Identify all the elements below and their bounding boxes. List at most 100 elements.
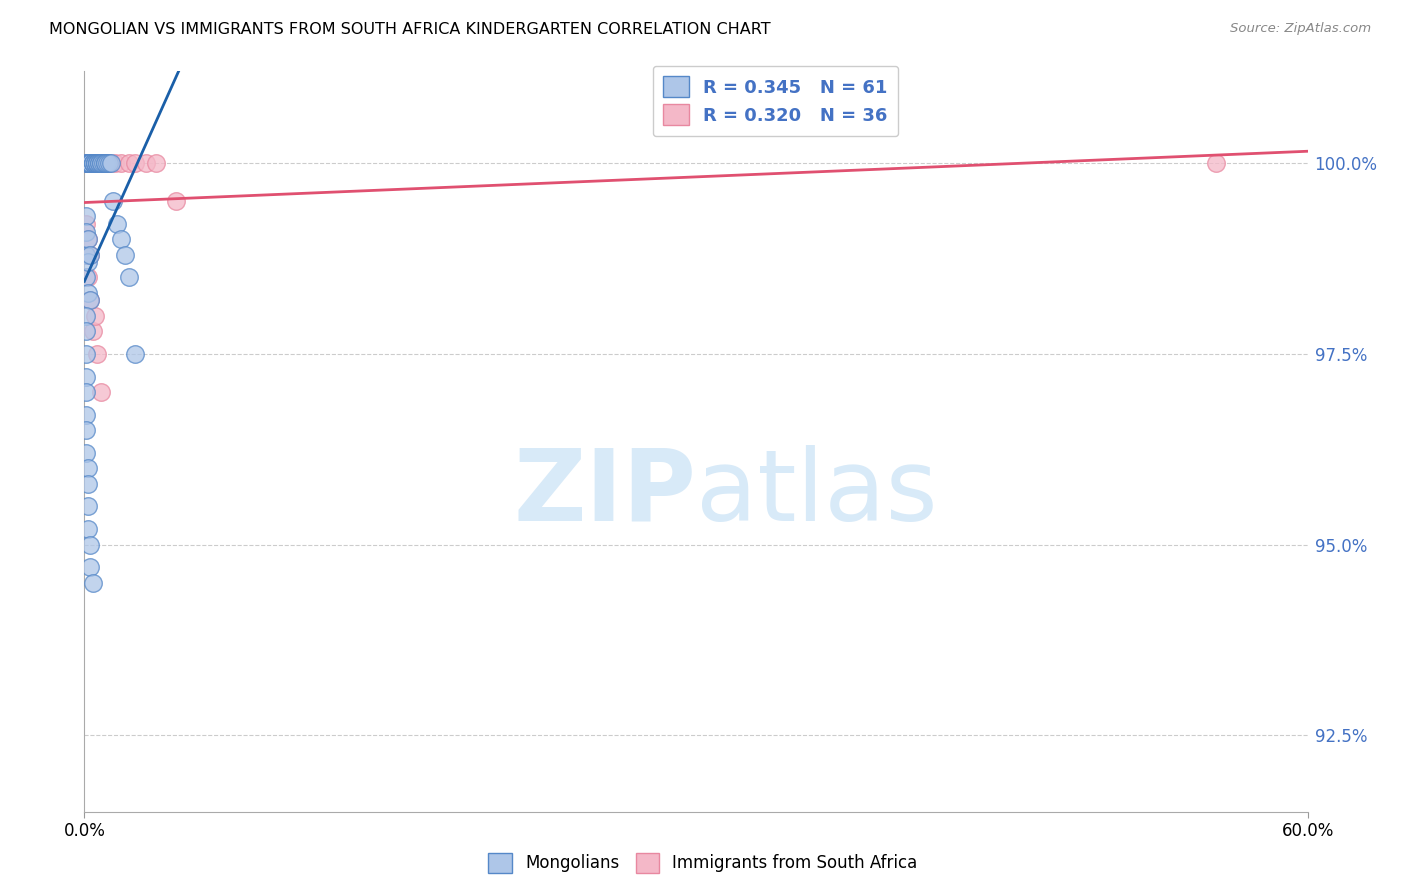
Point (82, 156, 104, 170)
Point (82, 324, 104, 338)
Text: Source: ZipAtlas.com: Source: ZipAtlas.com (1230, 22, 1371, 36)
Point (79, 156, 101, 170)
Point (77, 500, 100, 514)
Point (75, 324, 97, 338)
Point (79, 156, 101, 170)
Point (82, 156, 104, 170)
Point (75, 225, 97, 239)
Point (97, 156, 120, 170)
Point (93, 156, 115, 170)
Point (77, 476, 100, 491)
Point (90, 156, 112, 170)
Point (75, 156, 97, 170)
Point (79, 293, 101, 308)
Point (91, 156, 114, 170)
Point (77, 255, 100, 269)
Point (114, 247, 136, 261)
Point (82, 156, 104, 170)
Point (90, 384, 112, 399)
Point (87, 156, 110, 170)
Point (110, 156, 132, 170)
Point (87, 156, 110, 170)
Point (79, 156, 101, 170)
Point (93, 156, 115, 170)
Point (79, 293, 101, 308)
Point (83, 309, 105, 323)
Point (1205, 156, 1227, 170)
Point (82, 156, 104, 170)
Point (77, 156, 100, 170)
Point (77, 232, 100, 246)
Point (77, 232, 100, 246)
Point (77, 156, 100, 170)
Point (145, 156, 167, 170)
Point (86, 156, 108, 170)
Legend: R = 0.345   N = 61, R = 0.320   N = 36: R = 0.345 N = 61, R = 0.320 N = 36 (652, 66, 898, 136)
Point (79, 538, 101, 552)
Point (101, 194, 124, 208)
Point (77, 285, 100, 300)
Point (83, 156, 105, 170)
Point (75, 247, 97, 261)
Point (90, 156, 112, 170)
Point (97, 156, 120, 170)
Point (75, 217, 97, 231)
Point (83, 156, 105, 170)
Point (124, 156, 146, 170)
Point (77, 461, 100, 475)
Point (86, 347, 108, 361)
Legend: Mongolians, Immigrants from South Africa: Mongolians, Immigrants from South Africa (482, 847, 924, 880)
Point (75, 156, 97, 170)
Point (75, 408, 97, 422)
Point (118, 156, 141, 170)
Point (79, 247, 101, 261)
Point (82, 156, 104, 170)
Point (77, 156, 100, 170)
Point (75, 446, 97, 460)
Point (77, 156, 100, 170)
Point (82, 575, 104, 590)
Point (75, 156, 97, 170)
Point (118, 270, 141, 285)
Point (75, 210, 97, 224)
Point (83, 156, 105, 170)
Point (75, 247, 97, 261)
Point (104, 156, 127, 170)
Point (75, 156, 97, 170)
Point (135, 156, 157, 170)
Point (105, 217, 128, 231)
Point (90, 156, 112, 170)
Point (79, 156, 101, 170)
Point (75, 347, 97, 361)
Point (86, 156, 108, 170)
Point (75, 423, 97, 437)
Point (77, 270, 100, 285)
Point (79, 156, 101, 170)
Point (86, 156, 108, 170)
Point (75, 270, 97, 285)
Point (75, 156, 97, 170)
Point (77, 156, 100, 170)
Point (86, 156, 108, 170)
Point (77, 522, 100, 536)
Point (82, 156, 104, 170)
Point (100, 156, 122, 170)
Point (75, 384, 97, 399)
Point (77, 156, 100, 170)
Point (79, 156, 101, 170)
Point (83, 156, 105, 170)
Point (79, 156, 101, 170)
Text: atlas: atlas (696, 445, 938, 541)
Point (96, 156, 118, 170)
Point (75, 369, 97, 384)
Point (93, 156, 115, 170)
Text: ZIP: ZIP (513, 445, 696, 541)
Point (77, 156, 100, 170)
Point (79, 560, 101, 574)
Point (79, 247, 101, 261)
Point (75, 309, 97, 323)
Point (124, 347, 146, 361)
Text: MONGOLIAN VS IMMIGRANTS FROM SOUTH AFRICA KINDERGARTEN CORRELATION CHART: MONGOLIAN VS IMMIGRANTS FROM SOUTH AFRIC… (49, 22, 770, 37)
Point (110, 232, 132, 246)
Point (83, 156, 105, 170)
